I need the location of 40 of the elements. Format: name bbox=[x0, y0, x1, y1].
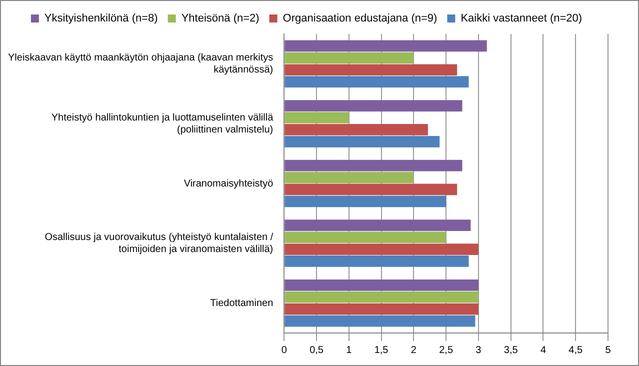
bar bbox=[284, 112, 349, 124]
bar bbox=[284, 124, 428, 136]
bar bbox=[284, 256, 469, 267]
bar bbox=[284, 196, 446, 208]
y-tick-label: Tiedottaminen bbox=[210, 298, 274, 309]
bar bbox=[284, 184, 458, 196]
bar bbox=[284, 160, 462, 172]
y-tick-label: Yleiskaavan käyttö maankäytön ohjaajana (kaavan merkitys käytännössä) bbox=[8, 52, 274, 76]
y-tick-label: Viranomaisyhteistyö bbox=[184, 178, 274, 190]
x-tick-label: 4 bbox=[540, 344, 546, 356]
bar bbox=[284, 136, 440, 148]
bar bbox=[284, 291, 478, 303]
bar bbox=[284, 232, 446, 243]
x-tick-label: 0 bbox=[281, 344, 288, 356]
x-tick-label: 0,5 bbox=[310, 344, 324, 356]
bar bbox=[284, 220, 471, 232]
x-tick-label: 2 bbox=[410, 344, 417, 356]
legend-label: Yhteisönä (n=2) bbox=[181, 12, 260, 25]
y-tick-label: Osallisuus ja vuorovaikutus (yhteistyö kuntalaisten / toimijoiden ja viranomaisten välillä) bbox=[44, 232, 274, 256]
bar bbox=[284, 76, 469, 88]
y-tick-label: Yhteistyö hallintokuntien ja luottamuselinten välillä (poliittinen valmistelu) bbox=[51, 112, 274, 136]
bar bbox=[284, 172, 414, 184]
bar bbox=[284, 244, 478, 255]
x-tick-label: 2,5 bbox=[439, 344, 454, 356]
bar bbox=[284, 64, 458, 76]
x-tick-label: 1 bbox=[346, 344, 352, 356]
x-tick-label: 5 bbox=[605, 344, 612, 356]
bar bbox=[284, 40, 487, 52]
bar bbox=[284, 279, 478, 291]
x-tick-label: 3,5 bbox=[504, 344, 518, 356]
bar bbox=[284, 100, 462, 112]
legend-label: Kaikki vastanneet (n=20) bbox=[460, 12, 582, 25]
x-tick-label: 3 bbox=[476, 344, 482, 356]
bar bbox=[284, 315, 476, 327]
x-tick-label: 4,5 bbox=[568, 344, 583, 356]
bar bbox=[284, 303, 478, 315]
x-tick-label: 1,5 bbox=[374, 344, 389, 356]
legend-label: Organisaation edustajana (n=9) bbox=[282, 12, 438, 25]
bar bbox=[284, 52, 414, 64]
legend-label: Yksityishenkilönä (n=8) bbox=[44, 12, 158, 25]
